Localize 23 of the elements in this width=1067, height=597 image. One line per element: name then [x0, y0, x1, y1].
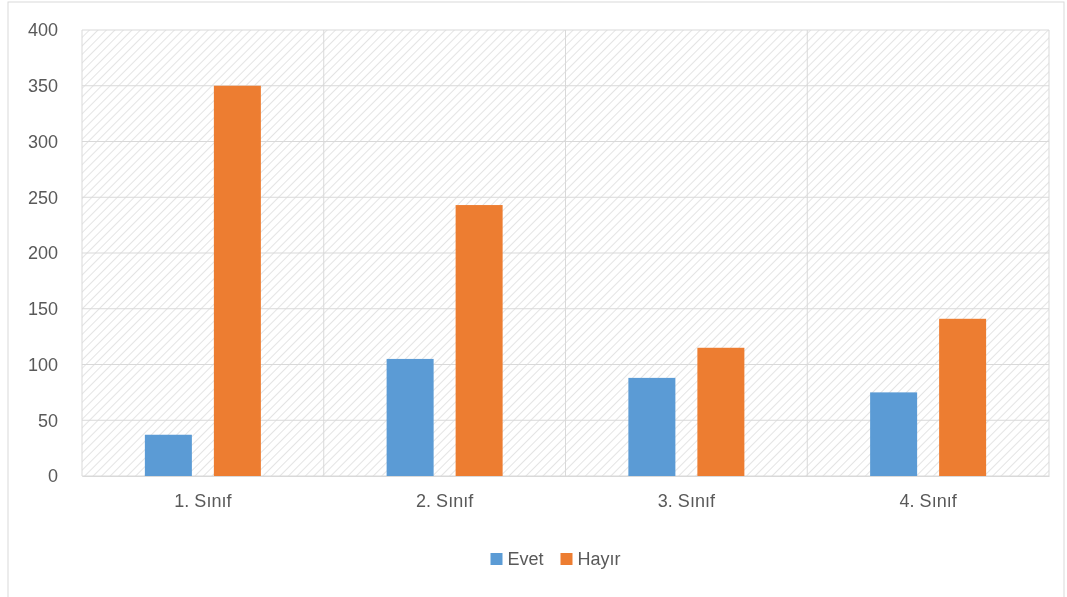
bar — [870, 392, 918, 476]
legend-label: Evet — [507, 549, 544, 569]
y-tick-label: 50 — [37, 410, 58, 431]
bar — [939, 318, 987, 476]
x-tick-label: 4. Sınıf — [899, 490, 958, 511]
y-tick-label: 200 — [27, 243, 58, 264]
bar — [455, 205, 503, 476]
bar — [213, 85, 261, 476]
bar — [628, 377, 676, 476]
bar — [697, 347, 745, 476]
x-tick-label: 2. Sınıf — [416, 490, 475, 511]
bar — [386, 358, 434, 476]
bar — [144, 434, 192, 476]
y-tick-label: 350 — [27, 76, 58, 97]
y-tick-label: 0 — [47, 466, 58, 487]
legend-label: Hayır — [577, 549, 621, 569]
y-tick-label: 400 — [27, 20, 58, 41]
x-tick-label: 1. Sınıf — [174, 490, 233, 511]
y-tick-label: 300 — [27, 131, 58, 152]
x-tick-label: 3. Sınıf — [657, 490, 716, 511]
y-tick-label: 250 — [27, 187, 58, 208]
y-tick-label: 150 — [27, 299, 58, 320]
y-tick-label: 100 — [27, 354, 58, 375]
